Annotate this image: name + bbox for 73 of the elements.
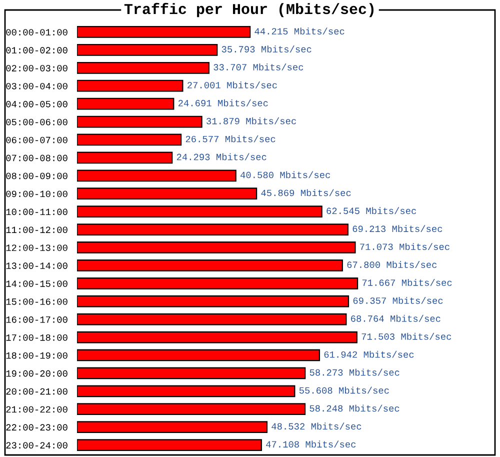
bar [77,421,268,434]
bar [77,26,251,38]
bar [77,439,262,451]
data-label: 48.532 Mbits/sec [272,422,362,430]
y-tick-label: 20:00-21:00 [6,388,68,395]
data-label: 71.073 Mbits/sec [360,243,450,250]
y-tick-label: 13:00-14:00 [6,262,68,269]
data-label: 26.577 Mbits/sec [186,135,276,142]
bar [77,98,174,110]
y-tick-label: 12:00-13:00 [6,244,68,251]
bar [77,259,343,272]
data-label: 40.580 Mbits/sec [240,171,330,178]
data-label: 69.357 Mbits/sec [353,296,443,304]
y-tick-label: 06:00-07:00 [6,136,68,144]
y-tick-label: 08:00-09:00 [6,172,68,180]
data-label: 71.503 Mbits/sec [362,332,452,340]
bar [77,331,358,344]
bar [77,170,236,182]
data-label: 24.293 Mbits/sec [176,153,266,160]
bar [77,80,184,92]
bar [77,62,210,74]
y-tick-label: 16:00-17:00 [6,316,68,323]
data-label: 35.793 Mbits/sec [222,46,312,52]
data-label: 67.800 Mbits/sec [347,261,437,268]
bar [77,224,348,236]
data-label: 68.764 Mbits/sec [351,314,440,322]
bar [77,188,258,200]
y-tick-label: 07:00-08:00 [6,154,68,162]
y-tick-label: 22:00-23:00 [6,424,68,431]
data-label: 58.248 Mbits/sec [310,404,400,412]
y-tick-label: 15:00-16:00 [6,298,68,305]
bar [77,295,350,308]
bar [77,367,306,380]
bar [77,277,358,290]
data-label: 61.942 Mbits/sec [324,350,414,358]
y-tick-label: 01:00-02:00 [6,47,68,54]
data-label: 24.691 Mbits/sec [178,99,268,106]
y-tick-label: 10:00-11:00 [6,208,68,216]
data-label: 62.545 Mbits/sec [326,207,416,214]
bar [77,403,306,416]
y-tick-label: 00:00-01:00 [6,29,68,36]
y-tick-label: 17:00-18:00 [6,334,68,341]
data-label: 58.273 Mbits/sec [310,368,400,376]
y-tick-label: 23:00-24:00 [6,442,68,449]
y-tick-label: 02:00-03:00 [6,65,68,72]
bar [77,242,356,254]
data-label: 44.215 Mbits/sec [254,28,344,35]
data-label: 55.608 Mbits/sec [299,386,389,394]
y-tick-label: 19:00-20:00 [6,370,68,377]
y-tick-label: 04:00-05:00 [6,100,68,108]
bar [77,385,296,398]
data-label: 45.869 Mbits/sec [261,189,351,196]
bar [77,44,218,56]
bar [77,206,322,218]
bar [77,134,182,146]
data-label: 69.213 Mbits/sec [352,225,442,232]
y-tick-label: 05:00-06:00 [6,118,68,126]
bar [77,116,202,128]
data-label: 33.707 Mbits/sec [214,63,304,70]
chart-title: Traffic per Hour (Mbits/sec) [124,2,374,18]
y-tick-label: 11:00-12:00 [6,226,68,234]
bar [77,349,320,362]
bar [77,313,347,326]
bar [77,152,173,164]
y-tick-label: 18:00-19:00 [6,352,68,359]
y-tick-label: 14:00-15:00 [6,280,68,287]
y-tick-label: 09:00-10:00 [6,190,68,198]
data-label: 27.001 Mbits/sec [188,81,277,88]
data-label: 71.667 Mbits/sec [362,278,452,286]
data-label: 31.879 Mbits/sec [206,117,296,124]
y-tick-label: 03:00-04:00 [6,82,68,90]
y-tick-label: 21:00-22:00 [6,406,68,413]
data-label: 47.108 Mbits/sec [266,440,356,448]
